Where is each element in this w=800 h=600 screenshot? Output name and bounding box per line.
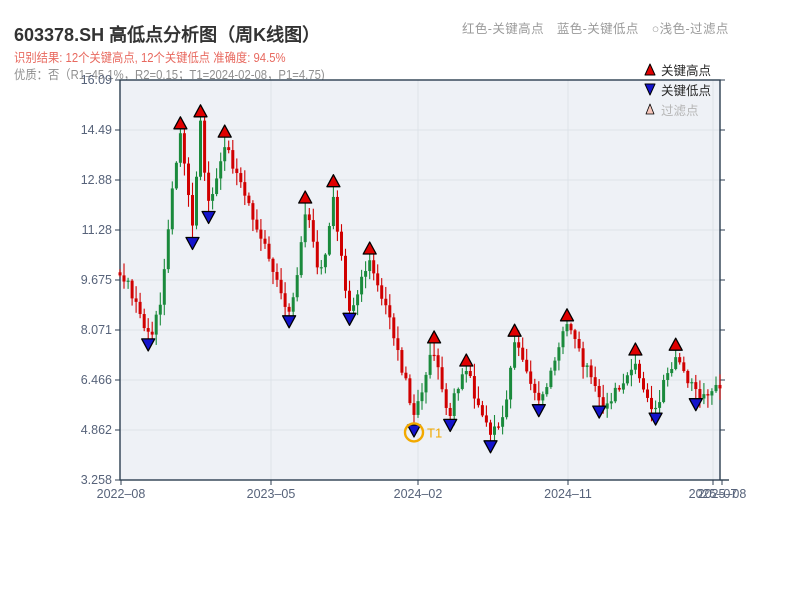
svg-text:2024–11: 2024–11: [544, 487, 592, 501]
svg-text:11.28: 11.28: [82, 223, 112, 237]
svg-text:T1: T1: [427, 425, 442, 440]
svg-text:3.258: 3.258: [81, 473, 112, 487]
svg-text:16.09: 16.09: [81, 73, 112, 87]
svg-text:2024–02: 2024–02: [394, 487, 443, 501]
svg-text:2025–08: 2025–08: [698, 487, 747, 501]
svg-text:关键高点: 关键高点: [661, 63, 711, 78]
svg-text:8.071: 8.071: [81, 323, 112, 337]
svg-text:4.862: 4.862: [81, 423, 112, 437]
svg-text:6.466: 6.466: [81, 373, 112, 387]
svg-text:2022–08: 2022–08: [97, 487, 146, 501]
svg-text:12.88: 12.88: [81, 173, 112, 187]
svg-text:9.675: 9.675: [81, 273, 112, 287]
svg-text:过滤点: 过滤点: [661, 104, 699, 118]
svg-text:14.49: 14.49: [81, 123, 112, 137]
svg-text:关键低点: 关键低点: [661, 84, 711, 98]
svg-text:2023–05: 2023–05: [247, 487, 296, 501]
